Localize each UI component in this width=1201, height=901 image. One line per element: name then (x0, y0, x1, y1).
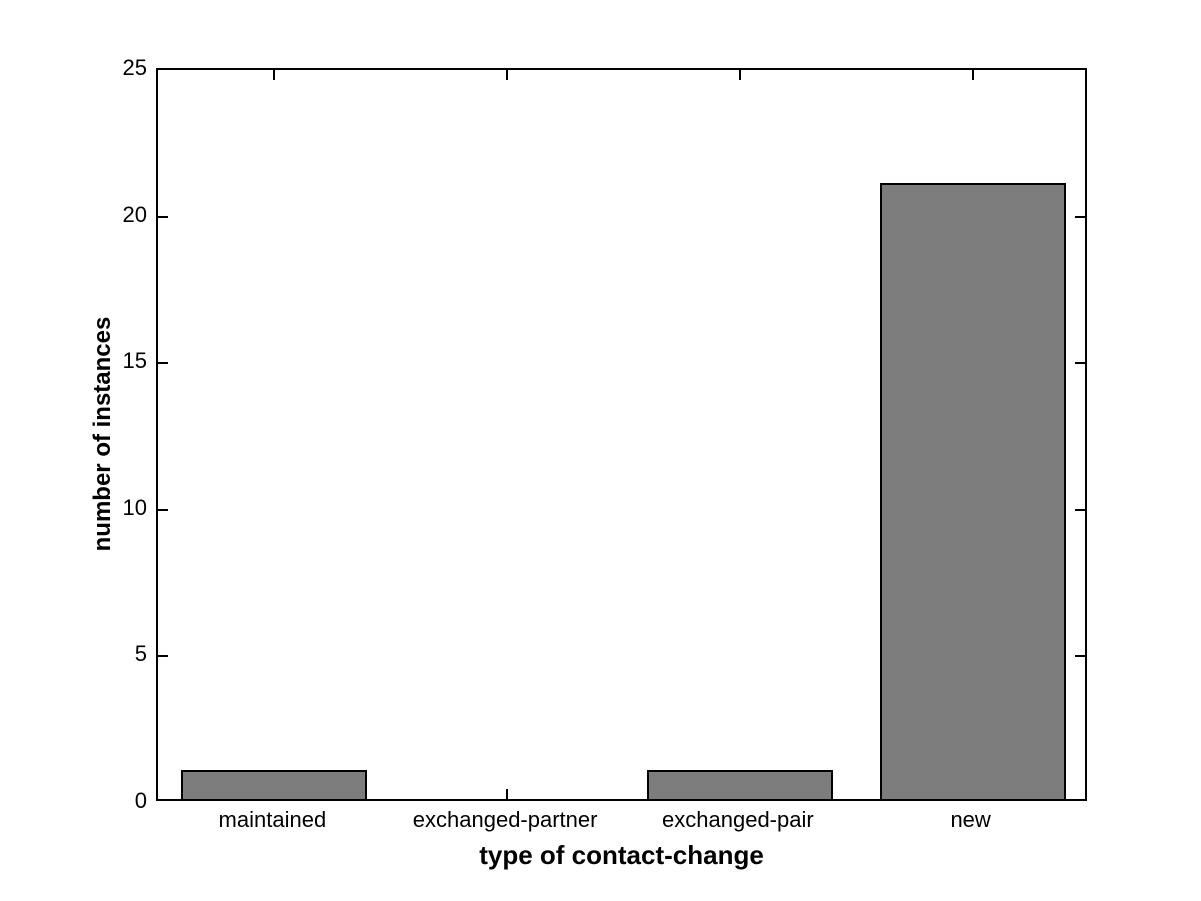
y-tick-label: 15 (122, 348, 147, 374)
y-tick-label: 20 (122, 201, 147, 227)
x-axis-tick (506, 789, 509, 799)
x-axis-tick (738, 70, 741, 80)
y-axis-tick (158, 508, 168, 511)
y-axis-tick (1075, 215, 1085, 218)
x-axis-tick (506, 70, 509, 80)
y-tick-label: 5 (134, 641, 147, 667)
bar-new (879, 183, 1066, 799)
y-tick-label: 0 (134, 788, 147, 813)
x-tick-label: exchanged-pair (662, 807, 814, 832)
y-axis-tick (1075, 655, 1085, 658)
y-tick-label: 25 (122, 55, 147, 80)
x-axis-tick (273, 70, 276, 80)
bar-maintained (181, 769, 368, 799)
y-axis-tick (1075, 362, 1085, 365)
x-tick-label: exchanged-partner (412, 807, 598, 832)
y-axis-tick (158, 362, 168, 365)
y-axis-label: number of instances (89, 316, 116, 552)
y-axis-tick (1075, 508, 1085, 511)
bar-exchanged-pair (646, 769, 833, 799)
plot-area (156, 68, 1087, 801)
x-tick-label: new (950, 807, 991, 832)
y-axis-tick (158, 655, 168, 658)
y-tick-label: 10 (122, 494, 147, 520)
y-axis-tick (158, 215, 168, 218)
x-axis-label: type of contact-change (479, 840, 764, 870)
x-axis-tick (971, 70, 974, 80)
x-tick-label: maintained (218, 807, 327, 832)
